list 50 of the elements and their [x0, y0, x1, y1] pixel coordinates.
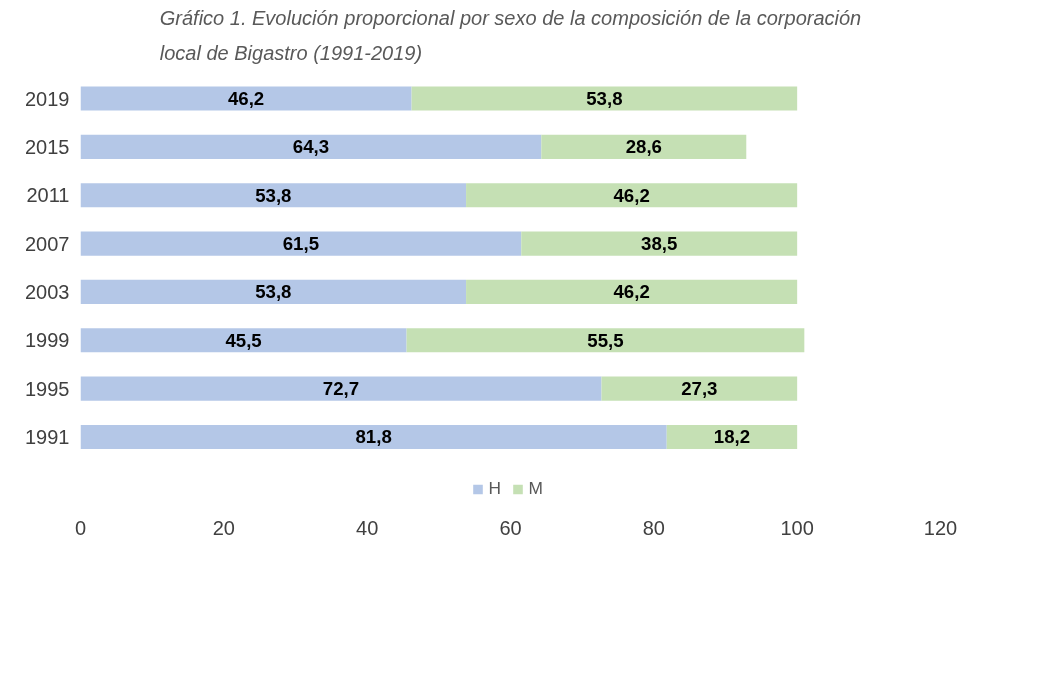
bar [666, 424, 798, 450]
data-label: 46,2 [613, 184, 650, 206]
y-tick-label: 2015 [25, 135, 70, 158]
data-label: 72,7 [322, 378, 360, 400]
legend-label: M [528, 478, 544, 499]
data-label: 46,2 [227, 88, 265, 110]
y-tick-label: 1995 [25, 377, 70, 400]
bar [80, 183, 467, 208]
bar [601, 376, 798, 401]
y-tick-label: 1991 [25, 425, 70, 448]
bar [80, 231, 522, 256]
y-tick-label: 2003 [25, 280, 70, 303]
bar [466, 183, 798, 208]
data-label: 81,8 [355, 426, 392, 448]
x-tick-label: 80 [642, 516, 665, 539]
bar [80, 376, 602, 401]
data-label: 53,8 [586, 88, 623, 110]
bar [80, 328, 407, 353]
y-tick-label: 2007 [25, 232, 70, 255]
bar [541, 134, 747, 159]
bar [80, 86, 412, 111]
data-label: 45,5 [225, 329, 262, 351]
y-tick-label: 2019 [25, 87, 70, 110]
legend-label: H [488, 478, 502, 499]
data-label: 27,3 [681, 378, 718, 400]
x-tick-label: 20 [212, 516, 235, 539]
data-label: 18,2 [713, 426, 751, 448]
y-tick-label: 2011 [26, 184, 70, 207]
bar [80, 424, 667, 450]
data-label: 46,2 [613, 281, 650, 303]
x-tick-label: 60 [499, 516, 522, 539]
data-label: 53,8 [255, 281, 292, 303]
chart-title: Gráfico 1. Evolución proporcional por sexo de la composición de la corporación local de Bigastro (1991-2019) [159, 7, 862, 65]
bar [406, 328, 805, 353]
data-label: 28,6 [625, 136, 662, 158]
bar [521, 231, 798, 256]
data-label: 38,5 [641, 233, 678, 255]
x-tick-label: 40 [356, 516, 379, 539]
data-label: 53,8 [255, 184, 292, 206]
data-label: 61,5 [282, 233, 320, 255]
data-label: 64,3 [292, 136, 330, 158]
bar [80, 279, 467, 305]
x-tick-label: 0 [74, 516, 87, 539]
y-tick-label: 1999 [25, 329, 70, 352]
bar [411, 86, 798, 111]
data-label: 55,5 [587, 329, 624, 351]
bar [466, 279, 798, 305]
bar [80, 134, 542, 159]
x-tick-label: 100 [780, 516, 814, 539]
x-tick-label: 120 [923, 516, 958, 539]
